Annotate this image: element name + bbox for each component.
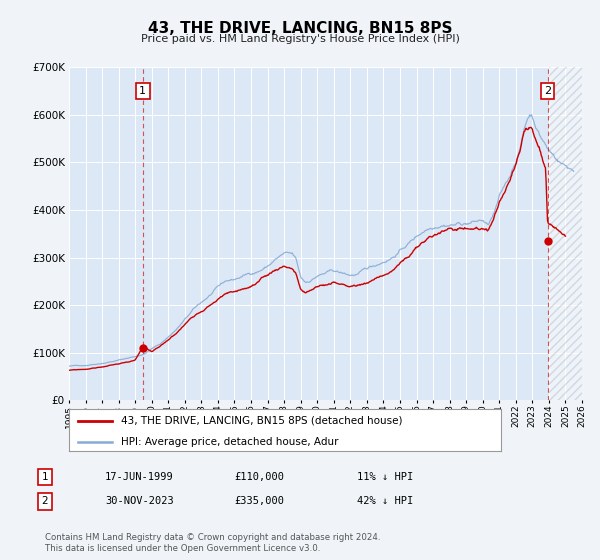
Text: 43, THE DRIVE, LANCING, BN15 8PS: 43, THE DRIVE, LANCING, BN15 8PS xyxy=(148,21,452,36)
Text: 1: 1 xyxy=(139,86,146,96)
Text: Price paid vs. HM Land Registry's House Price Index (HPI): Price paid vs. HM Land Registry's House … xyxy=(140,34,460,44)
Bar xyxy=(549,67,582,400)
Text: HPI: Average price, detached house, Adur: HPI: Average price, detached house, Adur xyxy=(121,437,338,446)
Text: 43, THE DRIVE, LANCING, BN15 8PS (detached house): 43, THE DRIVE, LANCING, BN15 8PS (detach… xyxy=(121,416,403,426)
Text: Contains HM Land Registry data © Crown copyright and database right 2024.: Contains HM Land Registry data © Crown c… xyxy=(45,533,380,542)
Text: 1: 1 xyxy=(41,472,49,482)
Text: £110,000: £110,000 xyxy=(234,472,284,482)
Text: 2: 2 xyxy=(544,86,551,96)
Text: This data is licensed under the Open Government Licence v3.0.: This data is licensed under the Open Gov… xyxy=(45,544,320,553)
Text: 17-JUN-1999: 17-JUN-1999 xyxy=(105,472,174,482)
Text: 42% ↓ HPI: 42% ↓ HPI xyxy=(357,496,413,506)
Text: 30-NOV-2023: 30-NOV-2023 xyxy=(105,496,174,506)
Bar xyxy=(549,67,582,400)
Text: 11% ↓ HPI: 11% ↓ HPI xyxy=(357,472,413,482)
Text: 2: 2 xyxy=(41,496,49,506)
Text: £335,000: £335,000 xyxy=(234,496,284,506)
